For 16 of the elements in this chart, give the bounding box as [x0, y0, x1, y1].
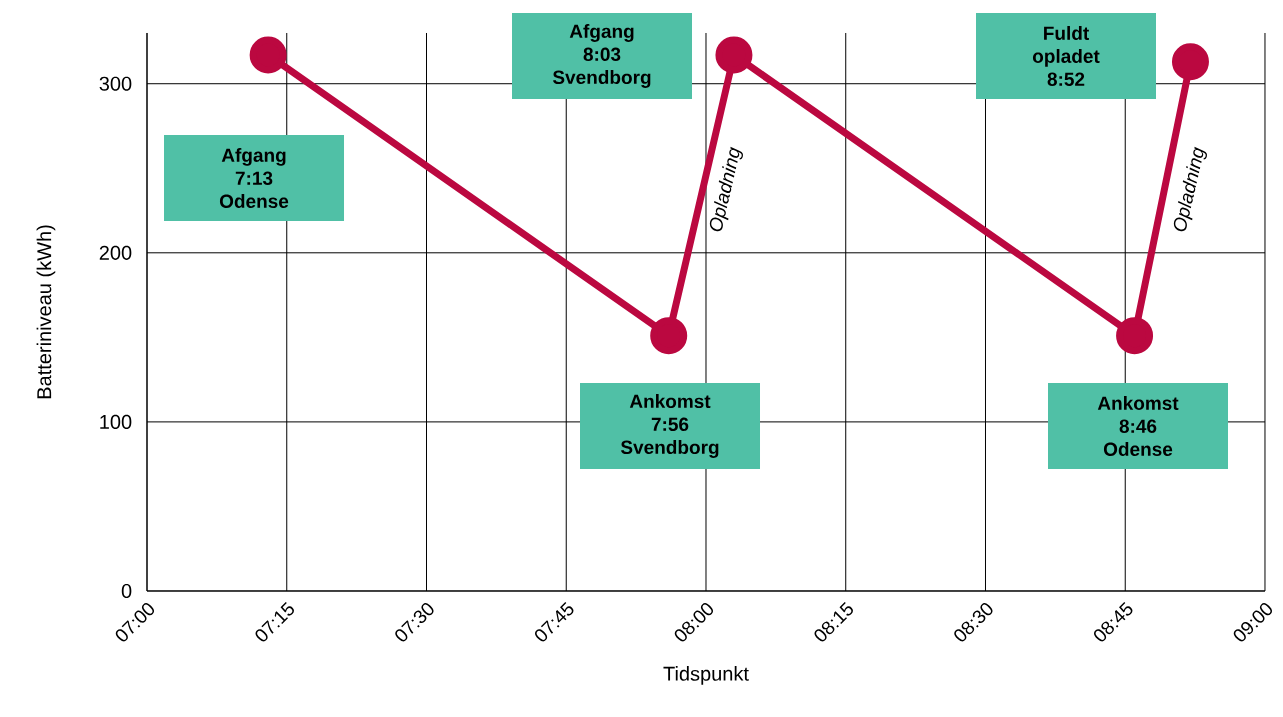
y-tick-label: 100	[100, 414, 132, 429]
point	[715, 36, 753, 74]
annotation: Ankomst 8:46 Odense	[1097, 396, 1179, 456]
y-tick-label: 0	[121, 583, 132, 599]
y-tick-label: 200	[99, 245, 132, 260]
annotation: Afgang 7:13 Odense	[219, 148, 289, 208]
y-axis-title: Batteriniveau (kWh)	[36, 225, 56, 399]
y-tick-label: 300	[99, 76, 132, 91]
annotation: Ankomst 7:56 Svendborg	[620, 394, 719, 458]
x-axis-title: Tidspunkt	[663, 666, 749, 685]
annotation: Afgang 8:03 Svendborg	[552, 24, 651, 88]
point	[249, 36, 287, 74]
point	[1171, 43, 1209, 81]
point	[1116, 317, 1154, 355]
annotation: Fuldt opladet 8:52	[1032, 26, 1100, 86]
point	[650, 317, 688, 355]
